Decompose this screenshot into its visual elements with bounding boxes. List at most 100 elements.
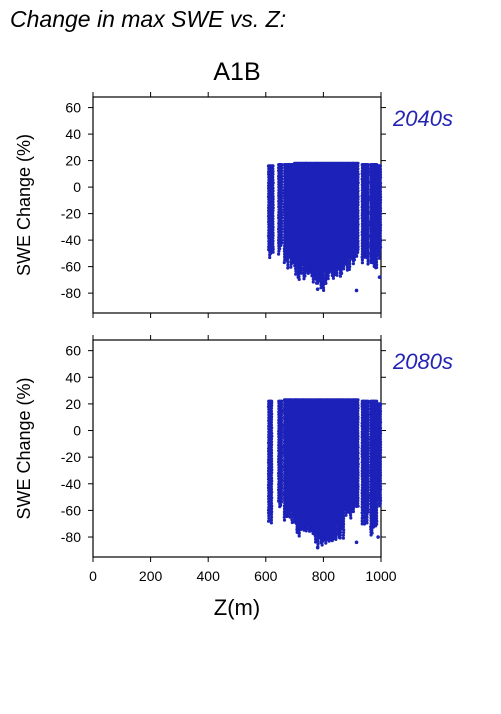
scatter-point	[271, 189, 274, 192]
scatter-point	[270, 404, 273, 407]
scatter-point	[270, 507, 273, 510]
scatter-point	[283, 261, 286, 264]
scatter-point	[280, 200, 283, 203]
scatter-point	[289, 266, 292, 269]
scatter-point	[280, 189, 283, 192]
y-tick-label: -60	[61, 259, 81, 275]
scatter-point	[379, 187, 382, 190]
scatter-point	[267, 520, 270, 523]
scatter-point	[280, 166, 283, 169]
scatter-point	[280, 439, 283, 442]
scatter-point	[366, 218, 369, 221]
scatter-point	[270, 482, 273, 485]
scatter-point	[356, 176, 359, 179]
scatter-point	[356, 226, 359, 229]
scatter-point	[355, 289, 359, 293]
scatter-point	[271, 212, 274, 215]
scatter-point	[356, 237, 359, 240]
scatter-point	[270, 440, 273, 443]
y-tick-label: -40	[61, 232, 81, 248]
scatter-point	[348, 260, 351, 263]
scatter-point	[272, 198, 275, 201]
scatter-point	[280, 236, 283, 239]
scatter-point	[356, 167, 359, 170]
scatter-point	[298, 532, 301, 535]
scatter-point	[280, 219, 283, 222]
scatter-point	[270, 468, 273, 471]
y-tick-label: -60	[61, 502, 81, 518]
scatter-point	[270, 446, 273, 449]
scatter-point	[356, 187, 359, 190]
scatter-point	[366, 240, 369, 243]
scatter-point	[324, 282, 327, 285]
scatter-point	[280, 205, 283, 208]
period-label: 2080s	[392, 349, 453, 374]
scatter-point	[270, 429, 273, 432]
scatter-point	[379, 193, 382, 196]
scatter-point	[271, 231, 274, 234]
scatter-point	[356, 228, 359, 231]
scatter-point	[280, 453, 283, 456]
scatter-point	[366, 185, 369, 188]
scatter-point	[356, 251, 359, 254]
scatter-point	[366, 232, 369, 235]
scatter-point	[280, 177, 283, 180]
scatter-point	[271, 170, 274, 173]
scatter-point	[298, 278, 301, 281]
scatter-point	[270, 499, 273, 502]
scatter-point	[280, 400, 283, 403]
scatter-point	[286, 261, 289, 264]
scatter-point	[280, 472, 283, 475]
scatter-point	[379, 198, 382, 201]
scatter-point	[348, 262, 351, 265]
scatter-point	[270, 510, 273, 513]
scatter-point	[271, 237, 274, 240]
scatter-point	[366, 190, 369, 193]
scatter-point	[280, 180, 283, 183]
scatter-point	[356, 184, 359, 187]
scatter-point	[280, 456, 283, 459]
scatter-point	[379, 204, 382, 207]
scatter-point	[366, 193, 369, 196]
scatter-point	[379, 182, 382, 185]
scatter-point	[271, 164, 274, 167]
scatter-point	[353, 258, 356, 261]
scatter-point	[270, 437, 273, 440]
scatter-point	[280, 481, 283, 484]
x-axis-label: Z(m)	[214, 595, 260, 620]
x-tick-label: 400	[197, 568, 221, 584]
scatter-point	[366, 210, 369, 213]
y-tick-label: -80	[61, 529, 81, 545]
scatter-point	[316, 287, 320, 291]
scatter-point	[270, 479, 273, 482]
scatter-point	[280, 484, 283, 487]
y-tick-label: 20	[65, 396, 81, 412]
scatter-point	[272, 245, 275, 248]
scatter-point	[280, 197, 283, 200]
scatter-point	[297, 275, 300, 278]
scatter-point	[356, 231, 359, 234]
scatter-point	[280, 475, 283, 478]
scatter-point	[356, 162, 359, 165]
scatter-point	[280, 227, 283, 230]
scatter-point	[270, 435, 273, 438]
scatter-point	[355, 255, 358, 258]
scatter-point	[270, 471, 273, 474]
y-tick-label: 20	[65, 153, 81, 169]
scatter-point	[379, 215, 382, 218]
scatter-point	[366, 176, 369, 179]
scatter-point	[270, 516, 273, 519]
y-tick-label: 0	[73, 423, 81, 439]
scatter-point	[357, 217, 360, 220]
x-tick-label: 0	[89, 568, 97, 584]
scatter-point	[361, 258, 364, 261]
scatter-point	[270, 454, 273, 457]
scatter-point	[272, 226, 275, 229]
scatter-point	[356, 201, 359, 204]
scatter-point	[271, 184, 274, 187]
scatter-point	[379, 240, 382, 243]
scatter-point	[366, 249, 369, 252]
scatter-point	[357, 195, 360, 198]
